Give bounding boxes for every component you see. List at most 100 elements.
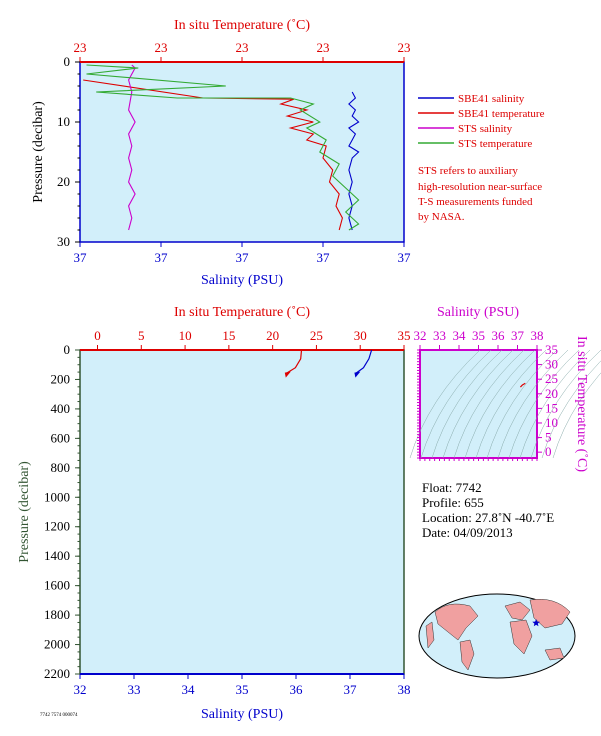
ts-density-contour — [409, 349, 481, 459]
info-date: Date: 04/09/2013 — [422, 525, 513, 540]
top-sal-tick-label: 37 — [317, 250, 331, 265]
world-map — [418, 593, 576, 679]
ts-sal-tick-label: 36 — [492, 328, 506, 343]
bottom-temp-tick-label: 35 — [398, 328, 411, 343]
bottom-pressure-tick-label: 1600 — [44, 578, 70, 593]
series-sts-salinity — [128, 64, 136, 231]
ts-temp-tick-label: 15 — [545, 400, 558, 415]
ts-temp-tick-label: 5 — [545, 430, 552, 445]
bottom-temp-tick-label: 15 — [222, 328, 235, 343]
bottom-temp-tick-label: 30 — [354, 328, 367, 343]
top-temp-tick-label: 23 — [155, 40, 168, 55]
top-sal-tick-label: 37 — [236, 250, 250, 265]
legend-sbe41-salinity: SBE41 salinity — [458, 93, 525, 105]
bottom-temp-tick-label: 10 — [179, 328, 192, 343]
bottom-temp-tick-label: 0 — [94, 328, 101, 343]
top-temp-tick-label: 23 — [398, 40, 411, 55]
bottom-plot-area — [79, 349, 405, 675]
ts-temp-tick-label: 20 — [545, 386, 558, 401]
ts-density-contour — [442, 349, 514, 459]
bottom-series-arrowhead — [284, 371, 291, 378]
top-panel-ticks: 23 23 23 23 23 37 37 37 37 37 0 10 20 30 — [57, 40, 411, 265]
bottom-sal-axis-label: Salinity (PSU) — [201, 707, 283, 722]
bottom-pressure-tick-label: 1400 — [44, 548, 70, 563]
info-location: Location: 27.8˚N -40.7˚E — [422, 510, 555, 525]
ts-temp-tick-label: 10 — [545, 415, 558, 430]
bottom-sal-tick-label: 38 — [398, 682, 411, 697]
ts-temp-tick-label: 30 — [545, 357, 558, 372]
series-sbe41-salinity — [347, 91, 360, 231]
bottom-series-salinity — [355, 349, 373, 375]
bottom-pressure-axis-label: Pressure (decibar) — [17, 461, 32, 563]
top-temp-tick-label: 23 — [317, 40, 330, 55]
bottom-sal-tick-label: 33 — [128, 682, 141, 697]
ts-density-contour — [530, 349, 601, 459]
top-sal-axis-label: Salinity (PSU) — [201, 273, 283, 288]
bottom-panel-series — [284, 349, 373, 378]
note-line-3: T-S measurements funded — [418, 196, 533, 208]
legend-sts-temperature: STS temperature — [458, 138, 532, 150]
ts-density-contour — [508, 349, 580, 459]
ts-temp-tick-label: 35 — [545, 342, 558, 357]
top-pressure-tick-label: 30 — [57, 234, 70, 249]
series-sbe41-temperature — [83, 79, 343, 231]
top-temp-axis-label: In situ Temperature (˚C) — [174, 18, 310, 33]
info-profile: Profile: 655 — [422, 495, 484, 510]
ts-sal-tick-label: 33 — [433, 328, 446, 343]
bottom-pressure-tick-label: 0 — [64, 342, 71, 357]
top-temp-tick-label: 23 — [74, 40, 87, 55]
ts-density-contours — [409, 349, 601, 459]
legend-sbe41-temperature: SBE41 temperature — [458, 108, 545, 120]
bottom-temp-tick-label: 20 — [266, 328, 279, 343]
top-panel: In situ Temperature (˚C) Salinity (PSU) … — [31, 18, 411, 288]
ts-sal-axis-label: Salinity (PSU) — [437, 305, 519, 320]
ts-points — [519, 382, 526, 388]
ts-sal-tick-label: 37 — [511, 328, 525, 343]
bottom-pressure-tick-label: 2200 — [44, 666, 70, 681]
ts-sal-tick-label: 32 — [414, 328, 427, 343]
ts-sal-tick-label: 35 — [472, 328, 485, 343]
bottom-sal-tick-label: 35 — [236, 682, 249, 697]
bottom-panel-ticks: 0 5 10 15 20 25 30 35 32 33 34 35 36 37 38 0 200 400 600 80… — [44, 328, 411, 697]
ts-temp-tick-label: 25 — [545, 371, 558, 386]
top-sal-tick-label: 37 — [74, 250, 88, 265]
top-sal-tick-label: 37 — [398, 250, 412, 265]
top-sal-tick-label: 37 — [155, 250, 169, 265]
note-line-4: by NASA. — [418, 211, 465, 223]
bottom-series-temperature — [285, 349, 303, 375]
ts-density-contour — [475, 349, 547, 459]
bottom-sal-tick-label: 36 — [290, 682, 304, 697]
ts-density-contour — [552, 372, 601, 459]
legend: SBE41 salinity SBE41 temperature STS sal… — [418, 93, 545, 223]
ts-density-contour — [420, 349, 492, 459]
bottom-series-arrowhead — [354, 371, 361, 378]
bottom-pressure-tick-label: 2000 — [44, 637, 70, 652]
ts-density-contour — [519, 349, 591, 459]
note-line-1: STS refers to auxiliary — [418, 165, 518, 177]
bottom-sal-tick-label: 37 — [344, 682, 358, 697]
top-pressure-tick-label: 0 — [64, 54, 71, 69]
ts-temp-axis-label: In situ Temperature (˚C) — [574, 336, 589, 472]
float-location-marker — [532, 619, 540, 627]
ts-density-contour — [497, 349, 569, 459]
ts-temp-tick-label: 0 — [545, 444, 552, 459]
profile-info: Float: 7742 Profile: 655 Location: 27.8˚… — [422, 480, 554, 540]
note-line-2: high-resolution near-surface — [418, 181, 542, 193]
ts-density-contour — [431, 349, 503, 459]
bottom-pressure-tick-label: 1200 — [44, 519, 70, 534]
top-pressure-tick-label: 10 — [57, 114, 70, 129]
map-land — [425, 599, 571, 671]
bottom-pressure-tick-label: 1800 — [44, 607, 70, 622]
top-temp-tick-label: 23 — [236, 40, 249, 55]
legend-sts-salinity: STS salinity — [458, 123, 513, 135]
ts-profile-line — [519, 382, 526, 388]
ts-sal-tick-label: 38 — [531, 328, 544, 343]
bottom-pressure-tick-label: 1000 — [44, 489, 70, 504]
bottom-pressure-tick-label: 800 — [51, 460, 71, 475]
ts-density-contour — [486, 349, 558, 459]
bottom-pressure-tick-label: 600 — [51, 430, 71, 445]
top-pressure-axis-label: Pressure (decibar) — [31, 101, 46, 203]
ts-panel: Salinity (PSU) In situ Temperature (˚C) … — [409, 305, 601, 472]
